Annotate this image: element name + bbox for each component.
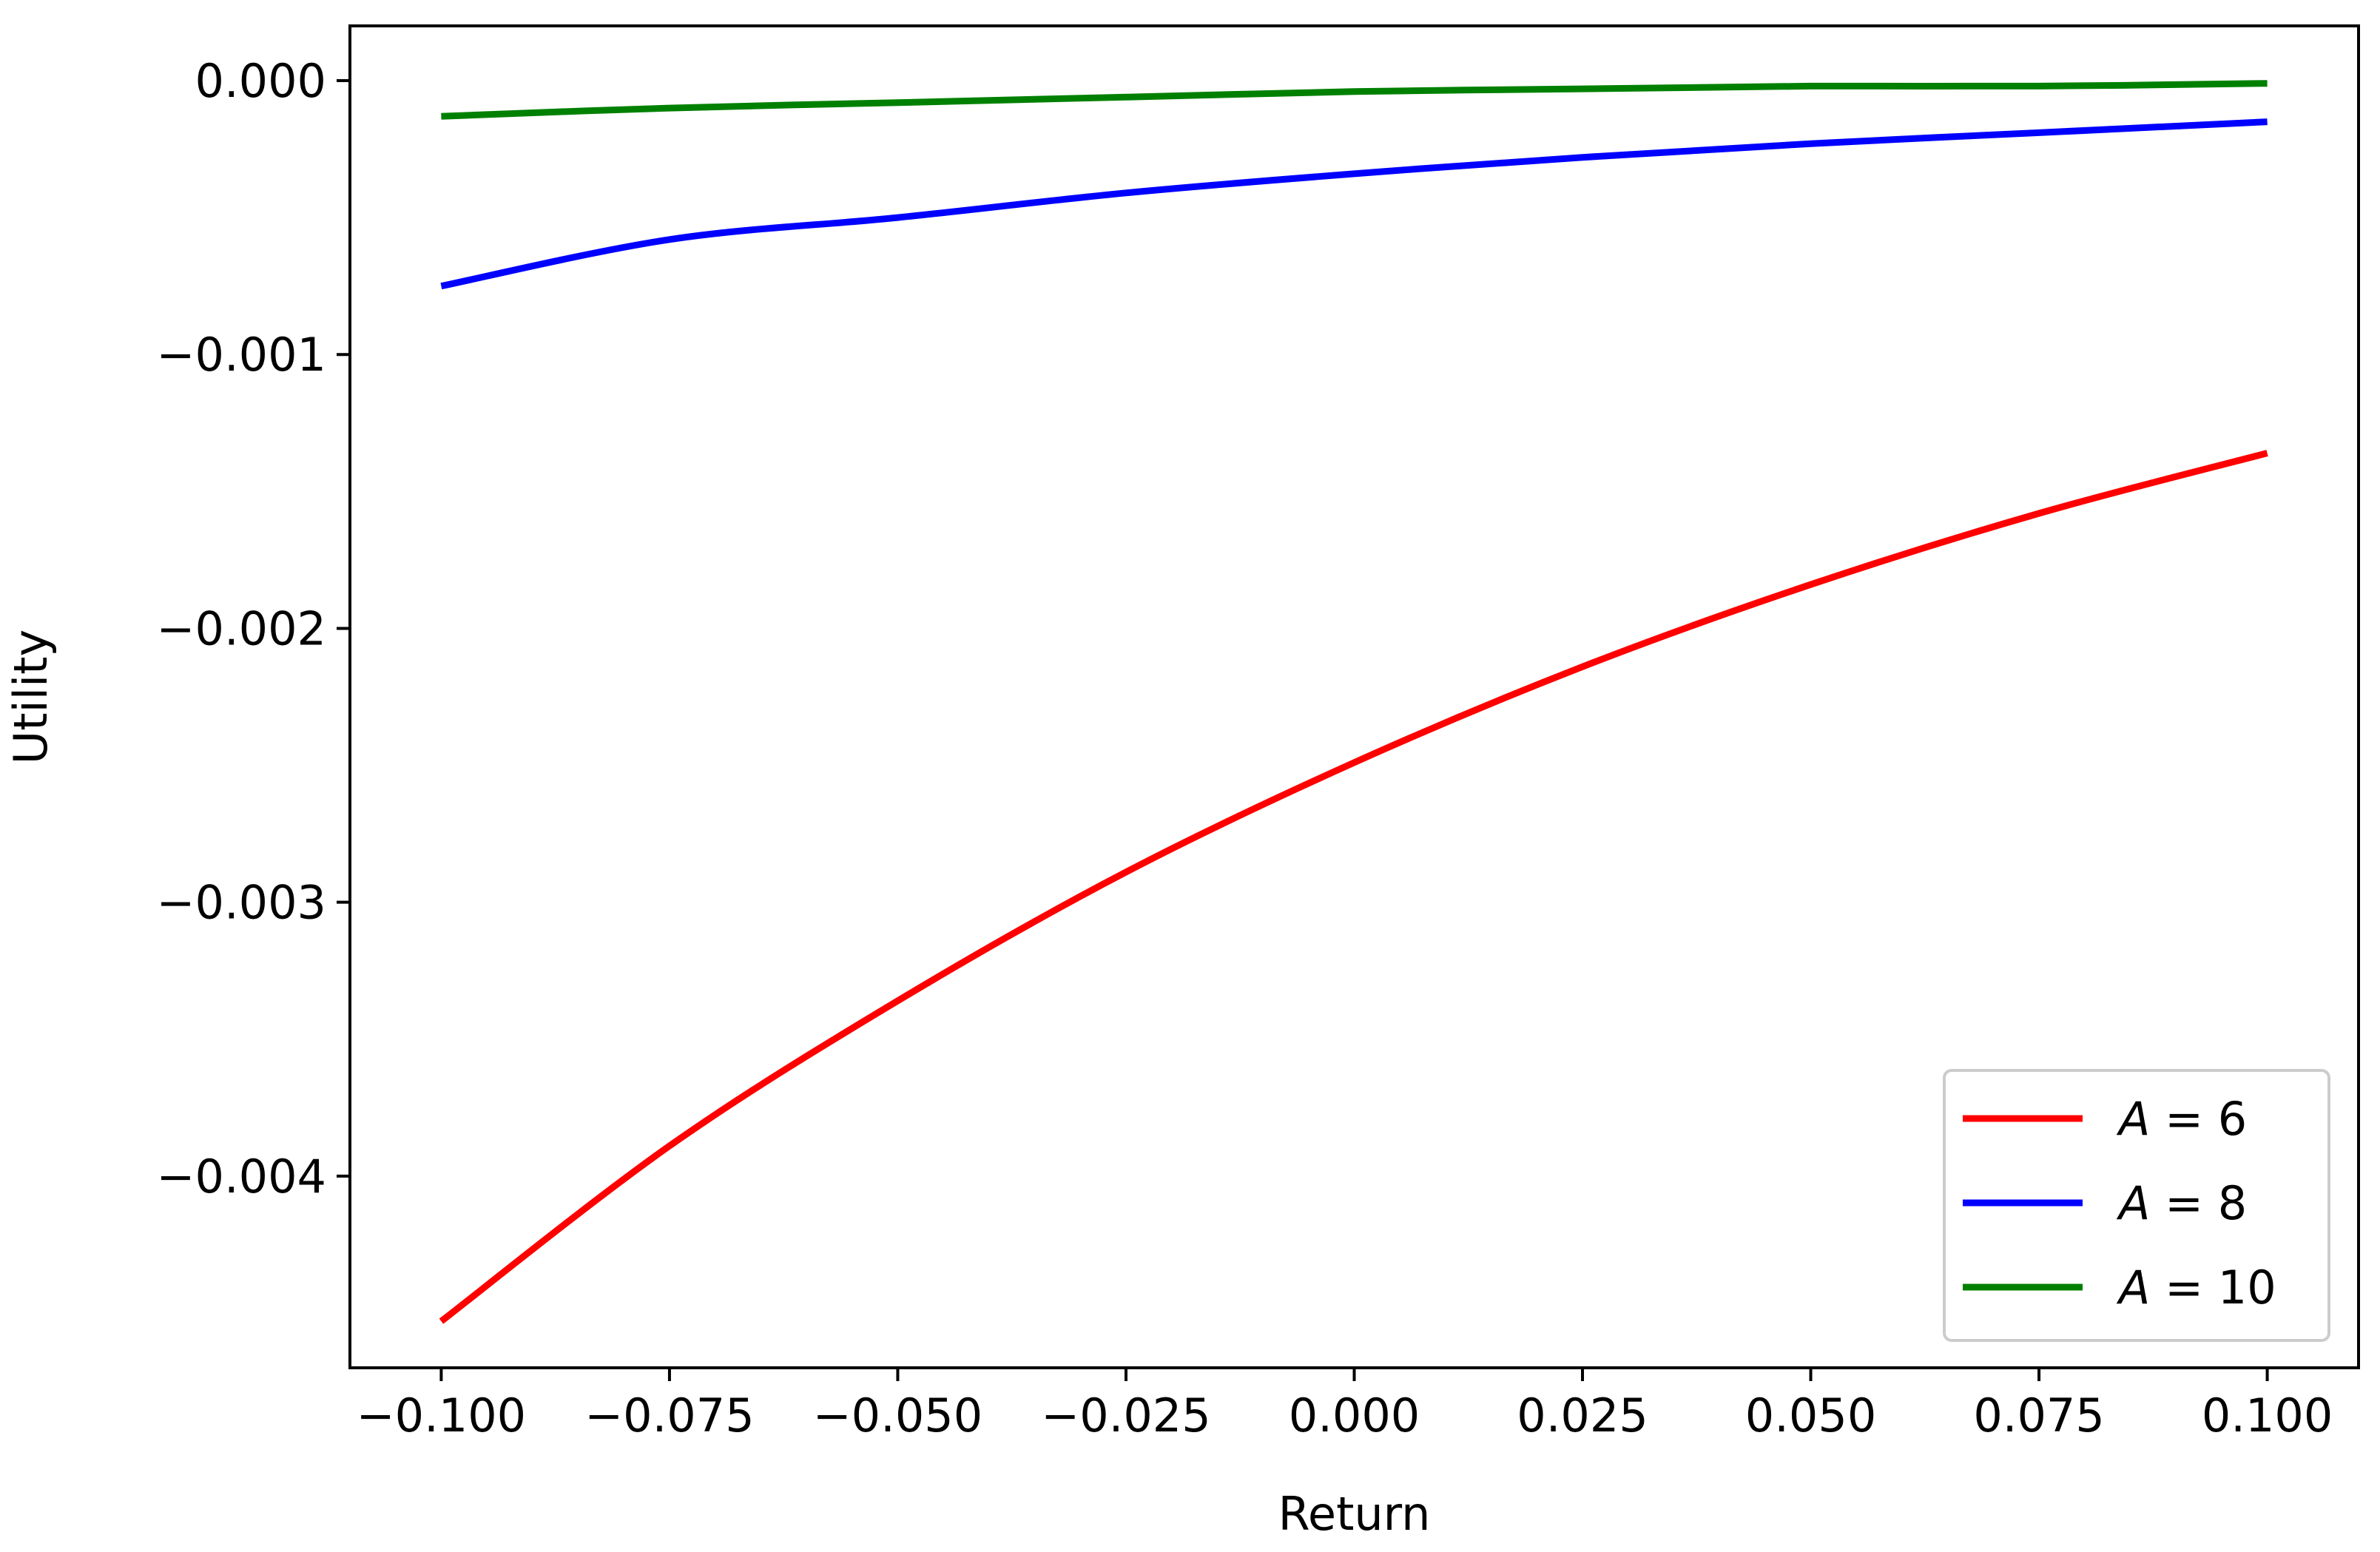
x-tick-label: 0.050 [1745,1389,1877,1443]
y-axis-label: Utility [4,630,58,764]
y-tick-label: −0.002 [157,601,326,655]
x-tick-label: −0.075 [584,1389,754,1443]
x-tick-label: −0.050 [813,1389,982,1443]
x-tick-label: 0.025 [1517,1389,1648,1443]
legend-box [1943,1069,2330,1342]
x-tick-label: 0.000 [1289,1389,1420,1443]
series-layer [439,80,2268,1324]
y-tick-label: −0.001 [157,328,326,382]
x-tick-label: 0.100 [2202,1389,2333,1443]
x-tick-label: −0.100 [357,1389,526,1443]
x-tick-label: −0.025 [1041,1389,1210,1443]
y-axis-ticks: 0.000 −0.001 −0.002 −0.003 −0.004 [157,54,350,1204]
x-axis-label: Return [1278,1487,1431,1541]
x-tick-label: 0.075 [1973,1389,2105,1443]
y-tick-label: −0.004 [157,1150,326,1204]
legend: A = 6 A = 8 A = 10 [1943,1069,2330,1342]
y-tick-label: −0.003 [157,876,326,930]
legend-entry-label: A = 8 [2116,1176,2247,1230]
series-line-1 [439,450,2268,1324]
x-axis-ticks: −0.100 −0.075 −0.050 −0.025 0.000 0.025 0.050 0… [357,1368,2333,1443]
legend-entry-label: A = 6 [2116,1092,2247,1146]
y-tick-label: 0.000 [195,54,327,108]
plot-area-frame [348,24,2360,1369]
series-line-3 [441,80,2268,120]
series-line-2 [440,118,2268,290]
legend-entry-label: A = 10 [2116,1261,2276,1315]
